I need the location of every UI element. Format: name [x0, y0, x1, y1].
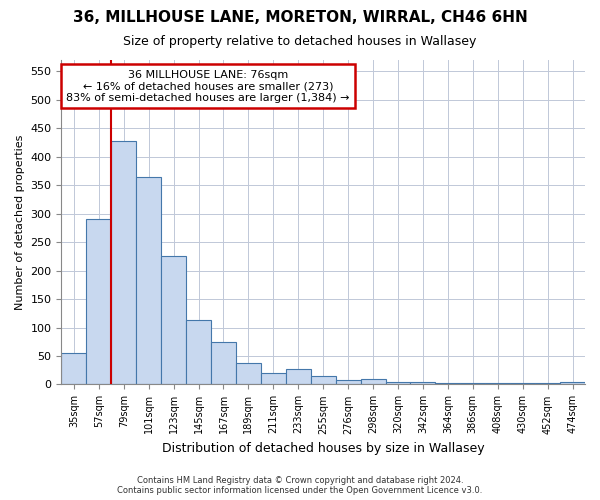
Bar	[361, 379, 386, 384]
X-axis label: Distribution of detached houses by size in Wallasey: Distribution of detached houses by size …	[162, 442, 485, 455]
Bar	[485, 382, 510, 384]
Bar	[335, 380, 361, 384]
Bar	[236, 363, 261, 384]
Bar	[286, 368, 311, 384]
Bar	[386, 382, 410, 384]
Bar	[136, 176, 161, 384]
Bar	[61, 353, 86, 384]
Bar	[436, 382, 460, 384]
Y-axis label: Number of detached properties: Number of detached properties	[15, 134, 25, 310]
Bar	[186, 320, 211, 384]
Bar	[460, 382, 485, 384]
Bar	[111, 141, 136, 384]
Bar	[510, 382, 535, 384]
Bar	[161, 256, 186, 384]
Text: 36 MILLHOUSE LANE: 76sqm
← 16% of detached houses are smaller (273)
83% of semi-: 36 MILLHOUSE LANE: 76sqm ← 16% of detach…	[66, 70, 350, 103]
Bar	[211, 342, 236, 384]
Text: 36, MILLHOUSE LANE, MORETON, WIRRAL, CH46 6HN: 36, MILLHOUSE LANE, MORETON, WIRRAL, CH4…	[73, 10, 527, 25]
Bar	[261, 373, 286, 384]
Bar	[560, 382, 585, 384]
Bar	[86, 220, 111, 384]
Text: Size of property relative to detached houses in Wallasey: Size of property relative to detached ho…	[124, 35, 476, 48]
Bar	[311, 376, 335, 384]
Bar	[410, 382, 436, 384]
Text: Contains HM Land Registry data © Crown copyright and database right 2024.
Contai: Contains HM Land Registry data © Crown c…	[118, 476, 482, 495]
